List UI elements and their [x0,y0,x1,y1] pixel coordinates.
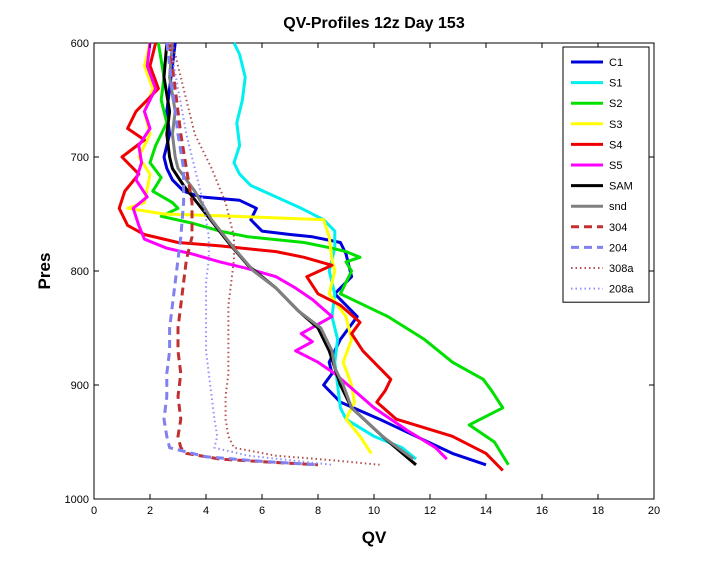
legend-label-s5: S5 [609,160,622,172]
legend-label-308a: 308a [609,263,634,275]
legend-label-s4: S4 [609,139,622,151]
y-tick-label: 1000 [65,494,89,506]
series-line-s4 [117,42,504,472]
x-tick-label: 12 [424,505,436,517]
legend-label-c1: C1 [609,57,623,69]
series-line-s2 [148,42,510,466]
series-line-c1 [162,42,487,467]
legend-label-204: 204 [609,242,627,254]
y-tick-label: 700 [71,152,89,164]
legend-label-sam: SAM [609,181,633,193]
x-tick-label: 18 [592,505,604,517]
series-line-304 [168,42,319,467]
legend-label-208a: 208a [609,284,634,296]
legend-label-s1: S1 [609,78,622,90]
legend-label-snd: snd [609,201,627,213]
y-tick-label: 900 [71,380,89,392]
x-tick-label: 6 [259,505,265,517]
plot-frame [93,42,655,500]
y-tick-label: 600 [71,38,89,50]
series-line-snd [168,42,415,461]
series-line-204 [162,42,319,467]
x-tick-label: 16 [536,505,548,517]
series-line-208a [168,42,333,466]
x-tick-label: 20 [648,505,660,517]
y-axis-label: Pres [35,253,54,290]
series-line-s1 [232,42,417,461]
x-tick-label: 8 [315,505,321,517]
y-tick-label: 800 [71,266,89,278]
series-line-s5 [131,42,448,461]
x-tick-label: 14 [480,505,492,517]
x-tick-label: 2 [147,505,153,517]
chart-title: QV-Profiles 12z Day 153 [283,15,465,32]
legend-label-s2: S2 [609,98,622,110]
plot-area [93,42,655,500]
x-tick-label: 10 [368,505,380,517]
x-tick-label: 0 [91,505,97,517]
axes-layer: 0 2 4 6 8 10 12 14 16 18 20 600 700 800 900 1000 [65,38,661,517]
legend-label-304: 304 [609,222,627,234]
legend: C1 S1 S2 S3 S4 S5 SAM snd 304 204 308a 208a [562,46,650,303]
legend-label-s3: S3 [609,119,622,131]
legend-box [562,46,650,303]
series-layer [117,42,510,472]
series-line-s3 [126,42,373,455]
x-tick-label: 4 [203,505,209,517]
x-axis-label: QV [362,528,387,547]
